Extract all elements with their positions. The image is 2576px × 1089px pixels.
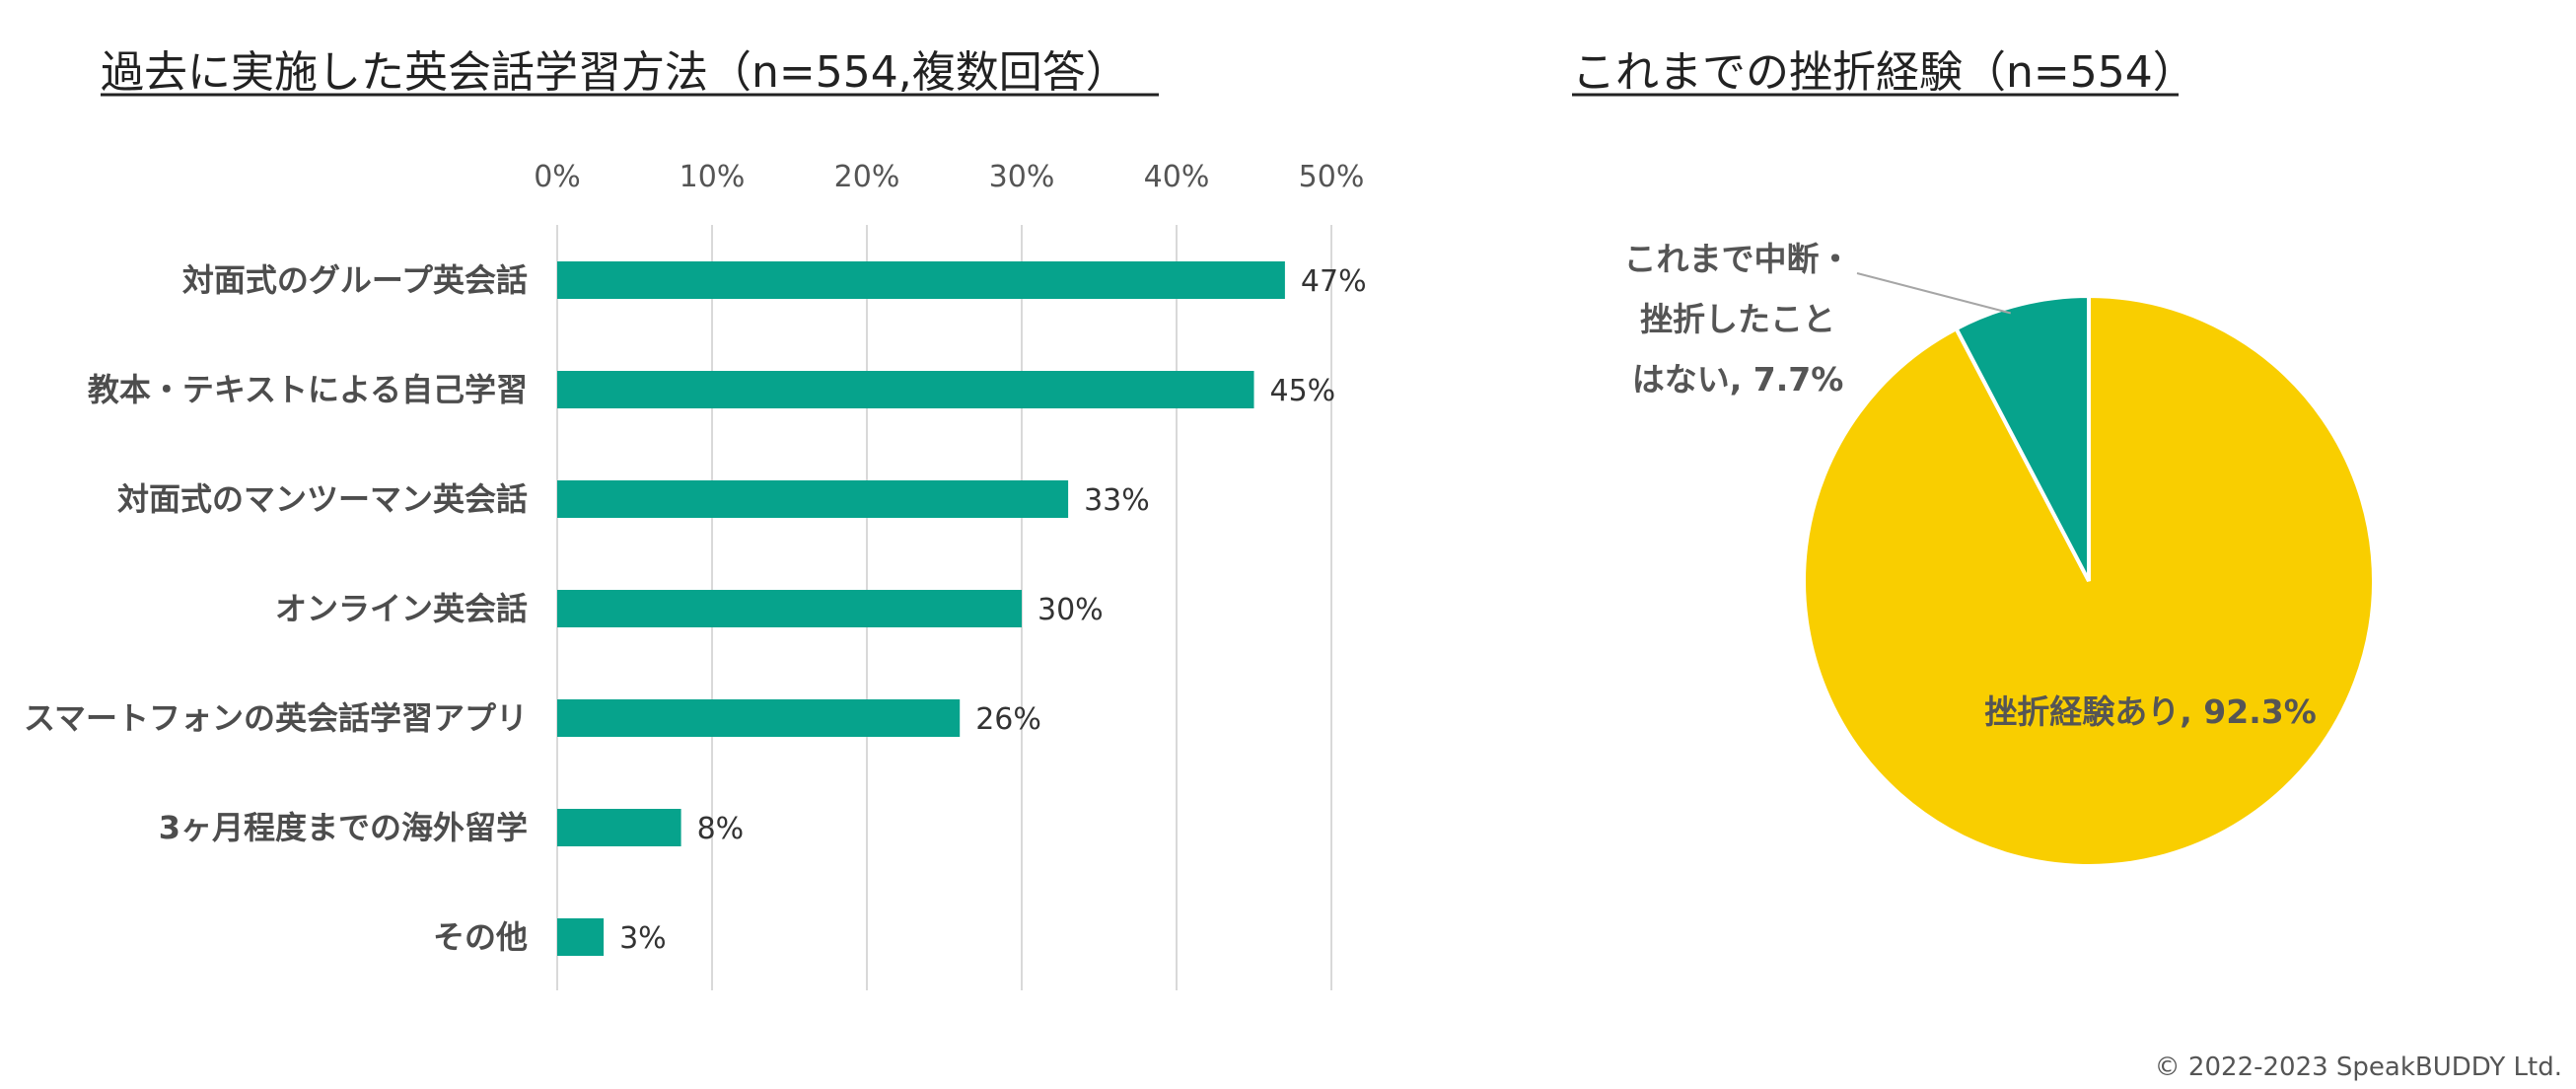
category-label: 教本・テキストによる自己学習 xyxy=(88,371,528,408)
pie-slice-label: 挫折経験あり, 92.3% xyxy=(1984,692,2317,731)
bar xyxy=(557,371,1254,408)
bar xyxy=(557,261,1285,299)
data-label: 47% xyxy=(1301,264,1367,299)
category-label: 対面式のグループ英会話 xyxy=(182,261,528,299)
data-label: 33% xyxy=(1084,483,1150,518)
pie-slice-label: はない, 7.7% xyxy=(1632,360,1844,399)
pie-slices xyxy=(1802,293,2376,868)
pie-slice xyxy=(1953,293,2091,582)
pie-slice-label: 挫折したこと xyxy=(1640,300,1835,338)
x-tick-label: 10% xyxy=(680,160,746,194)
x-tick-label: 40% xyxy=(1144,160,1210,194)
bar-data-labels: 47% 45% 33% 30% 26% 8% 3% xyxy=(619,264,1366,956)
data-label: 3% xyxy=(619,921,667,956)
bar-series xyxy=(557,261,1285,956)
bar xyxy=(557,590,1022,627)
bar-category-labels: 対面式のグループ英会話教本・テキストによる自己学習対面式のマンツーマン英会話オン… xyxy=(24,261,528,956)
pie-leader-line xyxy=(1856,272,2012,315)
pie-slice-label: これまで中断・ xyxy=(1624,240,1852,278)
category-label: 3ヶ月程度までの海外留学 xyxy=(159,809,528,846)
copyright-text: © 2022-2023 SpeakBUDDY Ltd. xyxy=(2155,1053,2562,1082)
x-tick-label: 50% xyxy=(1299,160,1365,194)
bar xyxy=(557,809,681,846)
category-label: 対面式のマンツーマン英会話 xyxy=(117,480,528,518)
bar xyxy=(557,699,961,737)
data-label: 45% xyxy=(1270,374,1336,408)
bar-chart-title: 過去に実施した英会話学習方法（n=554,複数回答） xyxy=(101,47,1129,98)
bar-x-axis: 0% 10% 20% 30% 40% 50% xyxy=(534,160,1364,194)
x-tick-label: 30% xyxy=(989,160,1055,194)
bar xyxy=(557,480,1069,518)
category-label: オンライン英会話 xyxy=(275,590,528,627)
data-label: 26% xyxy=(975,702,1041,737)
x-tick-label: 0% xyxy=(534,160,581,194)
category-label: スマートフォンの英会話学習アプリ xyxy=(24,699,528,737)
category-label: その他 xyxy=(433,918,528,956)
bar xyxy=(557,918,605,956)
data-label: 8% xyxy=(697,812,745,846)
data-label: 30% xyxy=(1038,593,1104,627)
pie-chart-title: これまでの挫折経験（n=554） xyxy=(1572,47,2196,98)
x-tick-label: 20% xyxy=(834,160,900,194)
